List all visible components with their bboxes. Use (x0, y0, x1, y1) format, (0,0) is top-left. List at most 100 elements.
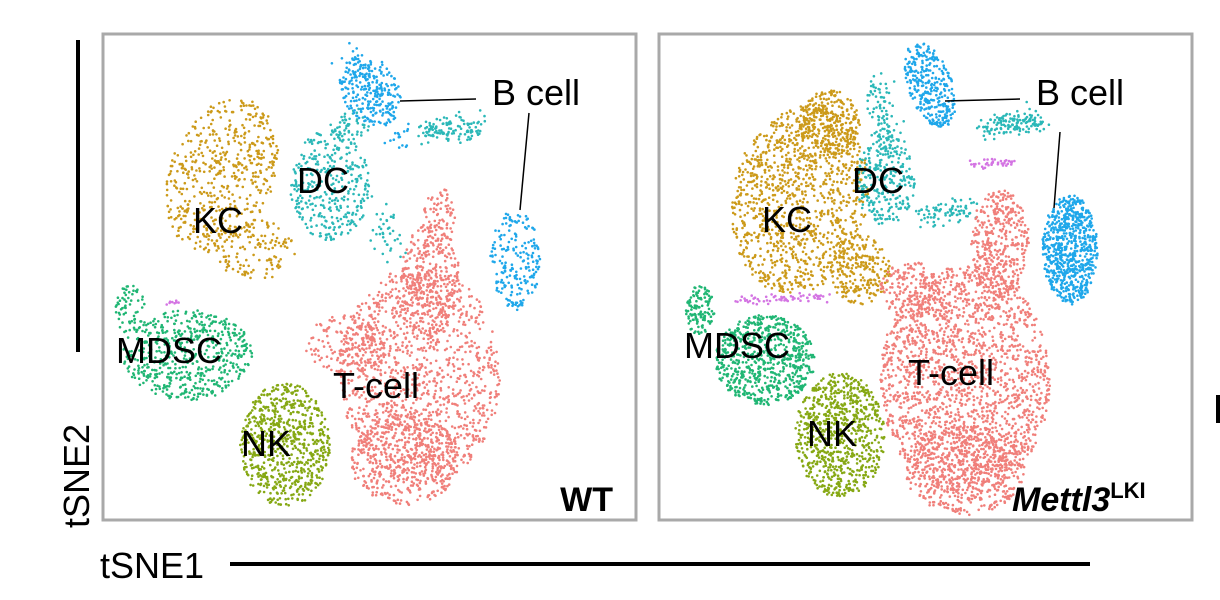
cell-point (491, 330, 494, 333)
cell-point (386, 243, 389, 246)
cell-point (415, 441, 419, 445)
cell-point (177, 371, 181, 375)
cell-point (212, 355, 216, 359)
cell-point (212, 359, 215, 362)
cell-point (265, 259, 269, 262)
cell-point (359, 308, 363, 312)
cell-point (239, 328, 243, 332)
cell-point (482, 411, 485, 415)
cell-point (191, 362, 195, 365)
cell-point (452, 307, 455, 310)
cell-point (215, 133, 218, 136)
cell-point (294, 389, 297, 393)
cell-point (329, 174, 333, 177)
cell-point (445, 347, 449, 351)
cell-point (220, 347, 223, 351)
cell-point (398, 502, 402, 505)
cell-point (448, 298, 451, 301)
cell-point (200, 139, 203, 143)
cell-point (380, 81, 384, 85)
cell-point (343, 112, 347, 116)
cell-point (379, 218, 383, 221)
cell-point (301, 218, 304, 221)
cell-point (263, 234, 267, 238)
cell-point (440, 315, 444, 319)
cell-point (259, 407, 262, 411)
cell-point (394, 427, 398, 431)
cell-point (206, 146, 209, 149)
cell-point (516, 214, 520, 217)
cell-point (291, 447, 295, 451)
cell-point (198, 143, 202, 147)
cell-point (452, 356, 455, 360)
cell-point (438, 296, 442, 299)
cell-point (408, 354, 412, 357)
cell-point (433, 447, 436, 451)
cell-point (212, 320, 215, 323)
cell-point (440, 269, 443, 273)
cell-point (241, 273, 244, 276)
cell-point (324, 170, 328, 174)
cell-point (261, 239, 265, 243)
cell-point (243, 157, 246, 160)
cell-point (209, 122, 213, 126)
cell-point (363, 115, 367, 118)
cell-point (154, 322, 158, 326)
cell-point (445, 407, 449, 410)
cell-point (395, 281, 398, 284)
cell-point (360, 54, 364, 57)
cell-point (141, 298, 144, 301)
cell-point (375, 305, 379, 308)
cell-point (453, 402, 457, 406)
cell-point (280, 473, 284, 476)
cell-point (262, 389, 265, 393)
cell-point (454, 436, 457, 440)
cell-point (214, 320, 217, 324)
cell-point (450, 230, 454, 234)
cell-point (312, 181, 316, 184)
cell-point (415, 337, 419, 340)
cell-point (250, 474, 254, 478)
cell-point (450, 446, 453, 449)
cell-point (412, 327, 416, 331)
cell-point (444, 198, 448, 202)
cell-point (479, 377, 483, 381)
cell-point (288, 400, 291, 404)
cell-point (206, 242, 210, 246)
cell-point (320, 223, 324, 226)
cell-point (330, 238, 333, 241)
cell-point (311, 157, 314, 160)
cell-point (295, 189, 299, 193)
cell-point (263, 276, 267, 280)
cell-point (459, 127, 463, 130)
cell-point (423, 437, 426, 440)
cell-point (192, 230, 195, 233)
cell-point (244, 230, 247, 233)
cell-point (323, 417, 327, 421)
cell-point (531, 244, 534, 248)
cell-point (137, 366, 141, 370)
cell-point (428, 309, 432, 313)
cell-point (224, 323, 228, 326)
cell-point (221, 387, 224, 390)
cell-point (374, 343, 378, 347)
cell-point (354, 148, 357, 152)
cell-point (309, 458, 313, 462)
cell-point (137, 377, 141, 381)
cell-point (217, 205, 220, 208)
cell-point (317, 460, 321, 464)
cell-point (346, 211, 350, 214)
cell-point (373, 247, 376, 251)
cell-point (381, 306, 384, 309)
cell-point (439, 431, 442, 434)
cell-point (300, 461, 304, 465)
cell-point (505, 248, 509, 252)
cell-point (349, 228, 352, 232)
cell-point (303, 499, 307, 502)
cell-point (426, 285, 430, 289)
cell-point (427, 253, 431, 256)
cell-point (146, 363, 149, 366)
cell-point (427, 197, 430, 200)
cell-point (133, 358, 137, 361)
cell-point (416, 275, 419, 278)
